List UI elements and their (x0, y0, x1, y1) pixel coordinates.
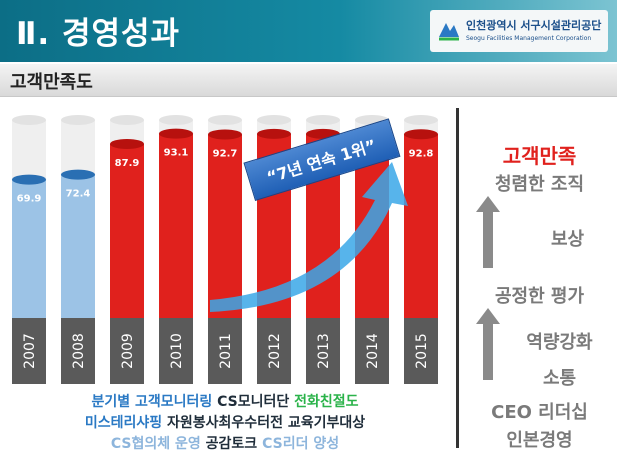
year-base-2015 (404, 318, 438, 384)
activities-line-2: 미스테리샤핑 자원봉사최우수터전 교육기부대상 (0, 412, 450, 432)
activity-empathy-talk: 공감토크 (200, 436, 263, 452)
bar-track-cap-2011 (208, 115, 242, 125)
year-label-2014: 2014 (365, 333, 381, 369)
step-reward: 보상 (550, 229, 585, 250)
activity-cs-council: CS협의체 운영 (110, 436, 201, 452)
year-label-2007: 2007 (22, 333, 38, 369)
organization-logo: 인천광역시 서구시설관리공단 Seogu Facilities Manageme… (430, 10, 608, 52)
bar-cap-2010 (159, 128, 193, 139)
year-label-2010: 2010 (169, 333, 185, 369)
activities-line-3: CS협의체 운영 공감토크 CS리더 양성 (0, 433, 450, 453)
header-bar: Ⅱ. 경영성과 인천광역시 서구시설관리공단 Seogu Facilities … (0, 0, 617, 62)
activities-line-1: 분기별 고객모니터링 CS모니터단 전화친절도 (0, 391, 450, 411)
step-fair-evaluation: 공정한 평가 (494, 286, 585, 307)
bar-2010 (159, 133, 193, 318)
year-base-2011 (208, 318, 242, 384)
bar-track-cap-2010 (159, 115, 193, 125)
year-label-2013: 2013 (316, 333, 332, 369)
bar-value-2015: 92.8 (409, 148, 434, 159)
bar-cap-2011 (208, 129, 242, 140)
bar-cap-2007 (12, 174, 46, 185)
bar-2008 (61, 174, 95, 318)
bar-value-2009: 87.9 (115, 158, 140, 169)
activity-mystery-shopping: 미스테리샤핑 (84, 415, 163, 431)
logo-name-korean: 인천광역시 서구시설관리공단 (466, 19, 602, 32)
base-ceo-leadership: CEO 리더십 (491, 402, 588, 423)
bar-track-cap-2013 (306, 115, 340, 125)
bar-value-2007: 69.9 (17, 194, 42, 205)
base-humanistic-management: 인본경영 (506, 430, 573, 451)
bar-2009 (110, 143, 144, 318)
activity-volunteer-education: 자원봉사최우수터전 교육기부대상 (162, 415, 366, 431)
year-label-2012: 2012 (267, 333, 283, 369)
step-competency: 역량강화 (526, 332, 593, 353)
goal-customer-satisfaction: 고객만족 (502, 144, 577, 168)
bar-2011 (208, 134, 242, 318)
bar-cap-2009 (110, 138, 144, 149)
year-base-2007 (12, 318, 46, 384)
year-base-2008 (61, 318, 95, 384)
bar-value-2008: 72.4 (66, 189, 91, 200)
year-label-2008: 2008 (71, 333, 87, 369)
bar-2015 (404, 134, 438, 318)
year-base-2013 (306, 318, 340, 384)
up-arrow-icon (476, 308, 500, 380)
activity-quarterly-monitoring: 분기별 고객모니터링 (91, 394, 213, 410)
bar-track-cap-2009 (110, 115, 144, 125)
activity-cs-monitor-group: CS모니터단 (212, 394, 295, 410)
year-label-2009: 2009 (120, 333, 136, 369)
page-title: Ⅱ. 경영성과 (16, 16, 181, 52)
bar-track-cap-2012 (257, 115, 291, 125)
bar-cap-2008 (61, 169, 95, 180)
bar-track-cap-2007 (12, 115, 46, 125)
bar-track-cap-2015 (404, 115, 438, 125)
bar-2007 (12, 179, 46, 318)
year-label-2015: 2015 (414, 333, 430, 369)
year-base-2014 (355, 318, 389, 384)
year-base-2009 (110, 318, 144, 384)
section-bar: 고객만족도 (0, 64, 617, 97)
satisfaction-bar-chart: 69.9 2007 72.4 2008 87.9 2009 93.1 2010 92.7 2011… (12, 115, 438, 384)
management-pyramid: 고객만족 청렴한 조직 보상 공정한 평가 역량강화 소통 CEO 리더십 인본… (462, 100, 617, 466)
bar-cap-2012 (257, 128, 291, 139)
activity-phone-courtesy: 전화친절도 (294, 394, 359, 410)
bar-cap-2015 (404, 129, 438, 140)
section-subtitle: 고객만족도 (10, 72, 93, 93)
vertical-divider (456, 108, 459, 448)
logo-emblem-icon (439, 23, 459, 41)
step-communication: 소통 (542, 368, 577, 389)
up-arrow-icon (476, 196, 500, 268)
year-base-2010 (159, 318, 193, 384)
logo-name-english: Seogu Facilities Management Corporation (466, 35, 592, 42)
goal-clean-organization: 청렴한 조직 (494, 174, 585, 195)
bar-value-2010: 93.1 (164, 148, 189, 159)
growth-arrow-icon (210, 162, 408, 312)
bar-value-2011: 92.7 (213, 148, 238, 159)
year-base-2012 (257, 318, 291, 384)
year-label-2011: 2011 (218, 333, 234, 369)
activity-cs-leader: CS리더 양성 (262, 436, 340, 452)
bar-track-cap-2008 (61, 115, 95, 125)
